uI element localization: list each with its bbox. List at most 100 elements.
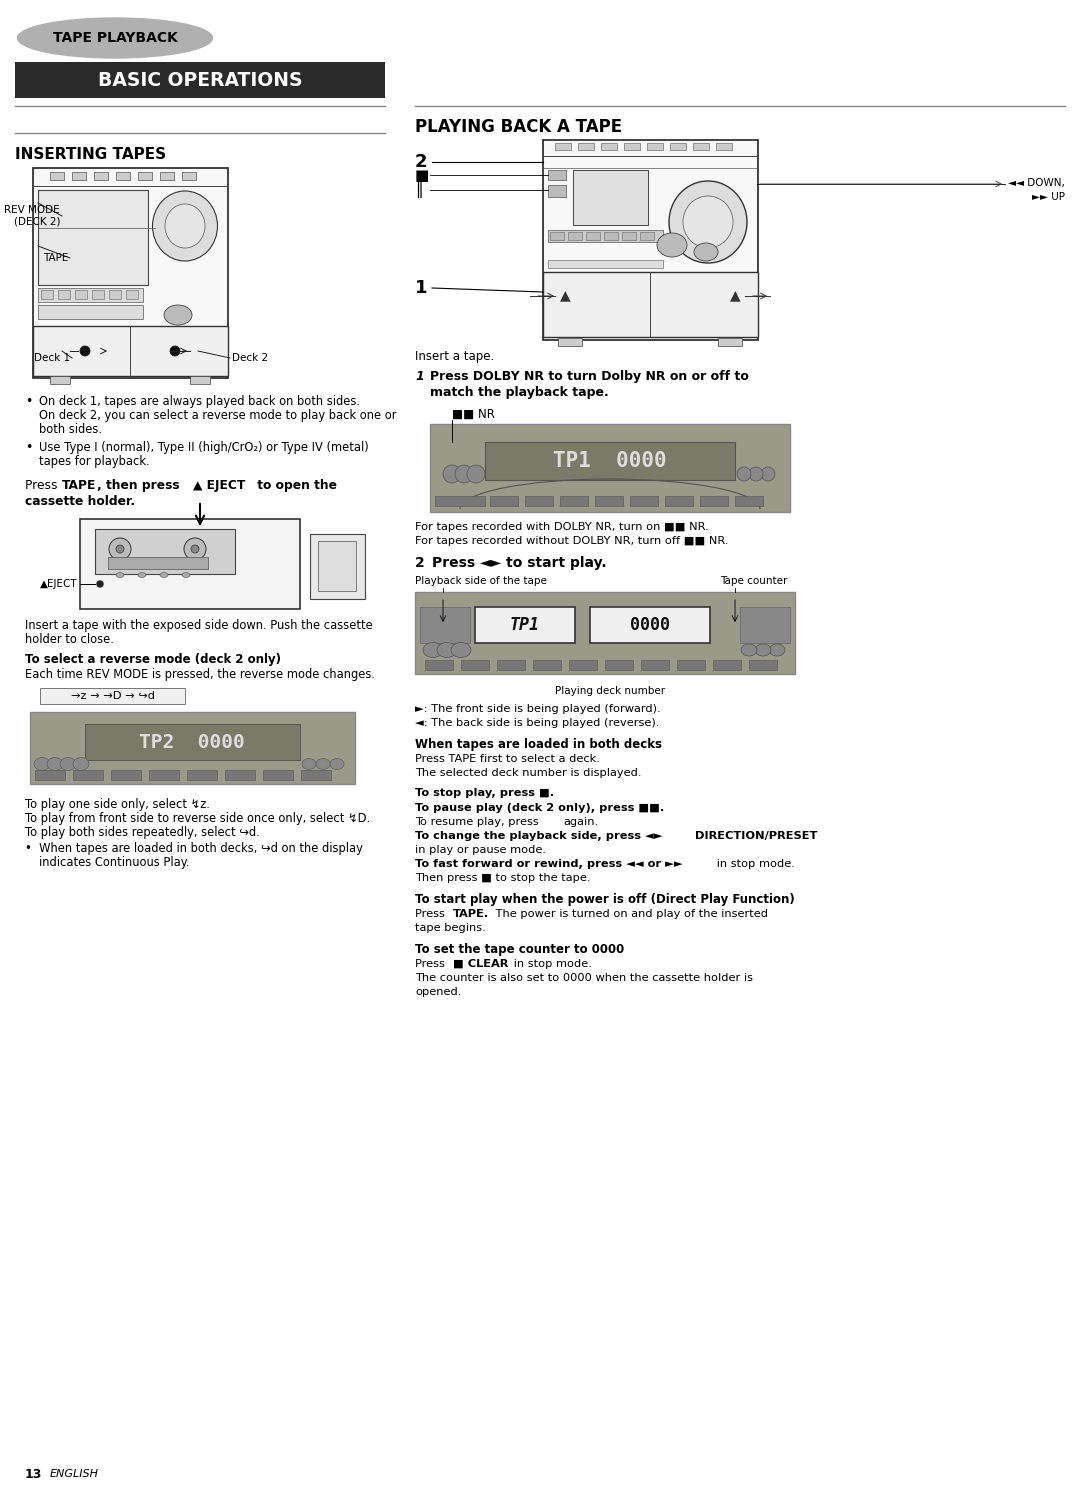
- FancyBboxPatch shape: [642, 661, 669, 670]
- FancyBboxPatch shape: [735, 497, 762, 506]
- FancyBboxPatch shape: [160, 172, 174, 181]
- Text: Tape counter: Tape counter: [720, 576, 787, 585]
- Ellipse shape: [164, 306, 192, 325]
- Text: TP1  0000: TP1 0000: [553, 452, 666, 471]
- FancyBboxPatch shape: [750, 661, 777, 670]
- Text: 1: 1: [415, 370, 423, 382]
- FancyBboxPatch shape: [670, 143, 686, 150]
- FancyBboxPatch shape: [33, 169, 228, 378]
- FancyBboxPatch shape: [600, 143, 617, 150]
- FancyBboxPatch shape: [740, 607, 789, 643]
- Text: Press DOLBY NR to turn Dolby NR on or off to: Press DOLBY NR to turn Dolby NR on or of…: [430, 370, 748, 382]
- Text: TAPE: TAPE: [42, 253, 68, 263]
- FancyBboxPatch shape: [548, 185, 566, 197]
- FancyBboxPatch shape: [561, 497, 588, 506]
- Ellipse shape: [741, 644, 757, 656]
- Text: 2: 2: [415, 154, 428, 172]
- Text: PLAYING BACK A TAPE: PLAYING BACK A TAPE: [415, 117, 622, 135]
- Ellipse shape: [451, 643, 471, 658]
- Text: ◄◄ DOWN,
►► UP: ◄◄ DOWN, ►► UP: [1008, 178, 1065, 202]
- FancyBboxPatch shape: [75, 290, 87, 299]
- FancyBboxPatch shape: [50, 376, 70, 384]
- Ellipse shape: [152, 191, 217, 260]
- FancyBboxPatch shape: [187, 771, 217, 780]
- FancyBboxPatch shape: [94, 172, 108, 181]
- Text: TAPE.: TAPE.: [453, 909, 489, 920]
- Text: BASIC OPERATIONS: BASIC OPERATIONS: [98, 71, 302, 89]
- FancyBboxPatch shape: [426, 661, 453, 670]
- Text: 1: 1: [415, 278, 428, 296]
- Text: ‖: ‖: [415, 182, 422, 199]
- FancyBboxPatch shape: [225, 771, 255, 780]
- FancyBboxPatch shape: [543, 272, 758, 337]
- Text: To play from front side to reverse side once only, select ↯D.: To play from front side to reverse side …: [25, 813, 370, 825]
- FancyBboxPatch shape: [475, 607, 575, 643]
- Ellipse shape: [17, 18, 213, 59]
- FancyBboxPatch shape: [548, 230, 663, 242]
- Text: DIRECTION/PRESET: DIRECTION/PRESET: [696, 831, 818, 841]
- FancyBboxPatch shape: [30, 712, 355, 784]
- Ellipse shape: [761, 467, 775, 482]
- Ellipse shape: [737, 467, 751, 482]
- Ellipse shape: [669, 181, 747, 263]
- Text: ►: The front side is being played (forward).: ►: The front side is being played (forwa…: [415, 704, 661, 713]
- FancyBboxPatch shape: [111, 771, 141, 780]
- Text: To select a reverse mode (deck 2 only): To select a reverse mode (deck 2 only): [25, 653, 281, 667]
- Ellipse shape: [48, 757, 63, 771]
- FancyBboxPatch shape: [430, 424, 789, 512]
- Ellipse shape: [302, 759, 316, 769]
- FancyBboxPatch shape: [109, 290, 121, 299]
- Text: The selected deck number is displayed.: The selected deck number is displayed.: [415, 768, 642, 778]
- Text: opened.: opened.: [415, 987, 461, 996]
- FancyBboxPatch shape: [435, 497, 485, 506]
- FancyBboxPatch shape: [72, 172, 86, 181]
- FancyBboxPatch shape: [58, 290, 70, 299]
- FancyBboxPatch shape: [85, 724, 300, 760]
- FancyBboxPatch shape: [548, 170, 566, 181]
- FancyBboxPatch shape: [604, 232, 618, 239]
- FancyBboxPatch shape: [15, 62, 384, 98]
- FancyBboxPatch shape: [550, 232, 564, 239]
- Text: ▲: ▲: [730, 287, 740, 303]
- FancyBboxPatch shape: [586, 232, 600, 239]
- Ellipse shape: [60, 757, 76, 771]
- FancyBboxPatch shape: [578, 143, 594, 150]
- FancyBboxPatch shape: [310, 534, 365, 599]
- Ellipse shape: [109, 537, 131, 560]
- Text: Press: Press: [415, 909, 448, 920]
- Text: in stop mode.: in stop mode.: [510, 959, 592, 969]
- Ellipse shape: [116, 545, 124, 552]
- Text: The power is turned on and play of the inserted: The power is turned on and play of the i…: [492, 909, 768, 920]
- Ellipse shape: [316, 759, 330, 769]
- Ellipse shape: [657, 233, 687, 257]
- Text: Deck 1: Deck 1: [33, 354, 70, 363]
- Text: •  When tapes are loaded in both decks, ↪d on the display: • When tapes are loaded in both decks, ↪…: [25, 841, 363, 855]
- Text: 2: 2: [415, 555, 424, 570]
- FancyBboxPatch shape: [677, 661, 705, 670]
- FancyBboxPatch shape: [718, 339, 742, 346]
- Ellipse shape: [138, 572, 146, 578]
- Text: TP2  0000: TP2 0000: [139, 733, 245, 751]
- FancyBboxPatch shape: [490, 497, 518, 506]
- Text: indicates Continuous Play.: indicates Continuous Play.: [39, 856, 189, 868]
- Text: Press ◄► to start play.: Press ◄► to start play.: [432, 555, 607, 570]
- Text: (DECK 2): (DECK 2): [13, 217, 60, 227]
- FancyBboxPatch shape: [190, 376, 210, 384]
- FancyBboxPatch shape: [640, 232, 654, 239]
- Text: Insert a tape.: Insert a tape.: [415, 351, 495, 363]
- Ellipse shape: [80, 346, 90, 357]
- FancyBboxPatch shape: [647, 143, 663, 150]
- FancyBboxPatch shape: [138, 172, 152, 181]
- Text: ▲EJECT: ▲EJECT: [40, 579, 78, 588]
- FancyBboxPatch shape: [73, 771, 103, 780]
- FancyBboxPatch shape: [665, 497, 693, 506]
- Text: Use Type I (normal), Type II (high/CrO₂) or Type IV (metal): Use Type I (normal), Type II (high/CrO₂)…: [39, 441, 368, 455]
- FancyBboxPatch shape: [548, 260, 663, 268]
- FancyBboxPatch shape: [40, 688, 185, 704]
- FancyBboxPatch shape: [534, 661, 561, 670]
- Text: ■■ NR: ■■ NR: [453, 408, 495, 421]
- FancyBboxPatch shape: [38, 287, 143, 303]
- FancyBboxPatch shape: [624, 143, 640, 150]
- Text: To play one side only, select ↯z.: To play one side only, select ↯z.: [25, 798, 210, 811]
- FancyBboxPatch shape: [713, 661, 741, 670]
